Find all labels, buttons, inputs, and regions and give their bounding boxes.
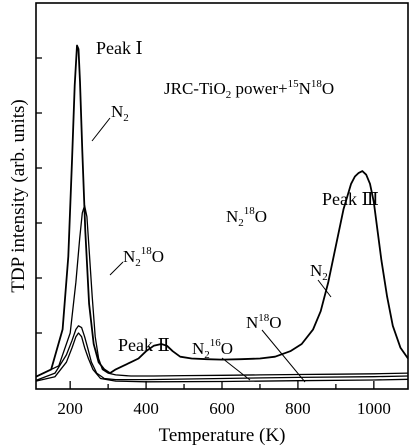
x-tick-label-1000: 1000	[357, 399, 391, 418]
series-n2	[35, 44, 409, 378]
series-n2o16	[35, 325, 409, 382]
y-axis-ticks	[36, 57, 42, 334]
x-axis-label: Temperature (K)	[159, 425, 286, 446]
series-no18	[35, 332, 409, 383]
label-n2o18-low: N218O	[123, 245, 164, 269]
leader-no18	[261, 329, 306, 383]
label-n2-peak1: N2	[111, 102, 129, 124]
x-axis-tick-labels: 200 400 600 800 1000	[57, 399, 390, 418]
leader-n2-peak1	[91, 117, 111, 142]
peak3-label: Peak Ⅲ	[322, 189, 379, 209]
label-n2o18-mid: N218O	[226, 205, 267, 229]
peak1-label: Peak Ⅰ	[96, 38, 143, 58]
label-no18: N18O	[246, 312, 282, 332]
leader-n2o18-low	[109, 261, 124, 276]
x-axis-ticks	[69, 381, 375, 389]
leader-n2-peak3	[317, 279, 332, 298]
label-n2o16: N216O	[192, 337, 233, 361]
peak2-label: Peak Ⅱ	[118, 335, 170, 355]
series-n2o18	[35, 204, 409, 378]
y-axis-label: TDP intensity (arb. units)	[8, 99, 29, 293]
x-tick-label-200: 200	[57, 399, 83, 418]
x-tick-label-600: 600	[209, 399, 235, 418]
chart-title: JRC-TiO2 power+15N18O	[164, 78, 334, 101]
leader-n2o16	[221, 357, 251, 381]
label-n2-peak3: N2	[310, 261, 328, 283]
x-tick-label-400: 400	[133, 399, 159, 418]
series-group	[35, 44, 409, 383]
annotation-leaders	[91, 117, 332, 383]
x-tick-label-800: 800	[285, 399, 311, 418]
